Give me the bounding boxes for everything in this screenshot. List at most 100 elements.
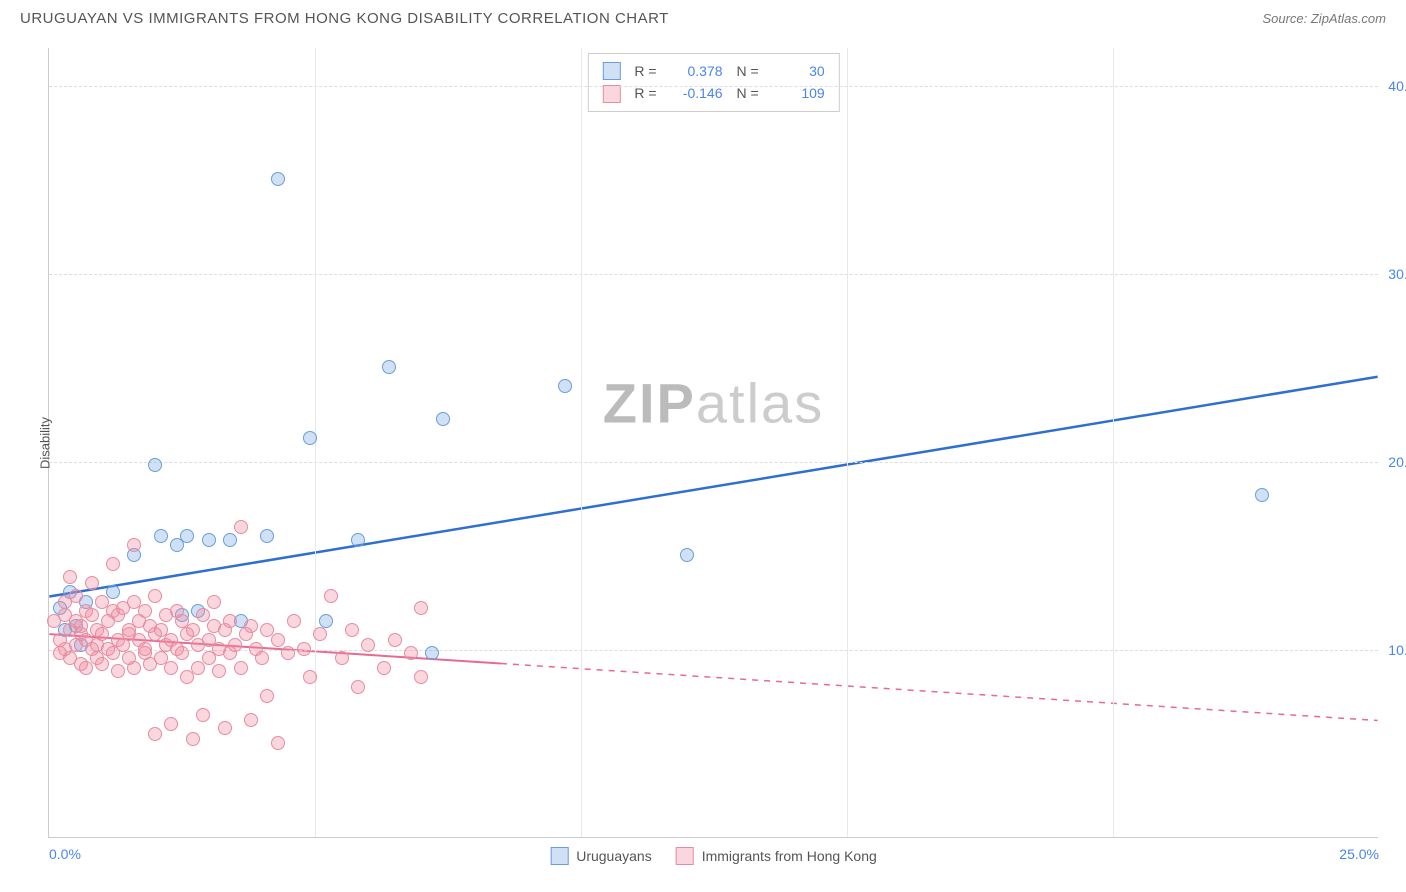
y-axis-label: Disability [38, 416, 53, 468]
data-point-a [223, 533, 237, 547]
data-point-a [680, 548, 694, 562]
legend-label-a: Uruguayans [576, 848, 652, 864]
data-point-b [175, 646, 189, 660]
gridline-h [49, 86, 1378, 87]
data-point-b [414, 670, 428, 684]
data-point-b [85, 576, 99, 590]
data-point-b [138, 642, 152, 656]
data-point-b [345, 623, 359, 637]
data-point-a [425, 646, 439, 660]
gridline-h [49, 650, 1378, 651]
data-point-a [202, 533, 216, 547]
data-point-b [74, 619, 88, 633]
y-tick-label: 20.0% [1388, 454, 1406, 470]
legend-label-b: Immigrants from Hong Kong [702, 848, 877, 864]
data-point-b [148, 727, 162, 741]
data-point-b [212, 664, 226, 678]
swatch-b [602, 85, 620, 103]
gridline-h [49, 274, 1378, 275]
series-legend: Uruguayans Immigrants from Hong Kong [550, 847, 877, 865]
data-point-a [260, 529, 274, 543]
data-point-b [63, 570, 77, 584]
data-point-b [106, 557, 120, 571]
data-point-b [186, 732, 200, 746]
data-point-b [234, 661, 248, 675]
source-name: ZipAtlas.com [1311, 11, 1386, 26]
data-point-a [180, 529, 194, 543]
scatter-chart: ZIPatlas R = 0.378 N = 30 R = -0.146 N =… [48, 48, 1378, 838]
data-point-a [436, 412, 450, 426]
gridline-v [1113, 48, 1114, 837]
data-point-b [234, 520, 248, 534]
data-point-b [127, 661, 141, 675]
data-point-a [1255, 488, 1269, 502]
data-point-b [196, 608, 210, 622]
data-point-b [335, 651, 349, 665]
data-point-b [287, 614, 301, 628]
data-point-b [148, 589, 162, 603]
data-point-b [271, 736, 285, 750]
legend-item-b: Immigrants from Hong Kong [676, 847, 877, 865]
data-point-b [138, 604, 152, 618]
x-tick-label: 0.0% [49, 846, 81, 862]
n-value-a: 30 [769, 60, 825, 82]
data-point-b [351, 680, 365, 694]
gridline-h [49, 462, 1378, 463]
data-point-b [388, 633, 402, 647]
data-point-a [154, 529, 168, 543]
data-point-a [558, 379, 572, 393]
legend-item-a: Uruguayans [550, 847, 652, 865]
data-point-b [196, 708, 210, 722]
data-point-b [164, 717, 178, 731]
data-point-a [148, 458, 162, 472]
y-tick-label: 40.0% [1388, 78, 1406, 94]
data-point-b [244, 713, 258, 727]
gridline-v [847, 48, 848, 837]
stats-legend: R = 0.378 N = 30 R = -0.146 N = 109 [587, 53, 839, 112]
data-point-b [260, 689, 274, 703]
data-point-b [271, 633, 285, 647]
data-point-b [186, 623, 200, 637]
source-prefix: Source: [1262, 11, 1310, 26]
x-tick-label: 25.0% [1339, 846, 1379, 862]
watermark-left: ZIP [603, 372, 696, 435]
data-point-a [303, 431, 317, 445]
data-point-a [351, 533, 365, 547]
data-point-a [382, 360, 396, 374]
data-point-b [111, 664, 125, 678]
data-point-a [319, 614, 333, 628]
swatch-b [676, 847, 694, 865]
header: URUGUAYAN VS IMMIGRANTS FROM HONG KONG D… [0, 0, 1406, 32]
r-label: R = [634, 60, 656, 82]
data-point-a [271, 172, 285, 186]
data-point-b [95, 627, 109, 641]
r-value-a: 0.378 [667, 60, 723, 82]
source-attribution: Source: ZipAtlas.com [1262, 11, 1386, 26]
watermark-right: atlas [696, 372, 824, 435]
data-point-b [164, 661, 178, 675]
data-point-b [69, 589, 83, 603]
trendline-b-projected [501, 663, 1378, 720]
trendline-a [49, 377, 1377, 597]
n-label: N = [737, 60, 759, 82]
gridline-v [581, 48, 582, 837]
data-point-b [324, 589, 338, 603]
data-point-b [377, 661, 391, 675]
y-tick-label: 10.0% [1388, 642, 1406, 658]
data-point-b [85, 608, 99, 622]
chart-title: URUGUAYAN VS IMMIGRANTS FROM HONG KONG D… [20, 10, 669, 27]
data-point-b [218, 721, 232, 735]
watermark: ZIPatlas [603, 371, 824, 436]
y-tick-label: 30.0% [1388, 266, 1406, 282]
plot-area: ZIPatlas R = 0.378 N = 30 R = -0.146 N =… [48, 48, 1378, 838]
swatch-a [550, 847, 568, 865]
data-point-b [244, 619, 258, 633]
data-point-b [361, 638, 375, 652]
data-point-b [281, 646, 295, 660]
data-point-b [223, 614, 237, 628]
swatch-a [602, 62, 620, 80]
data-point-b [313, 627, 327, 641]
data-point-b [207, 595, 221, 609]
data-point-b [414, 601, 428, 615]
stats-row-a: R = 0.378 N = 30 [602, 60, 824, 82]
